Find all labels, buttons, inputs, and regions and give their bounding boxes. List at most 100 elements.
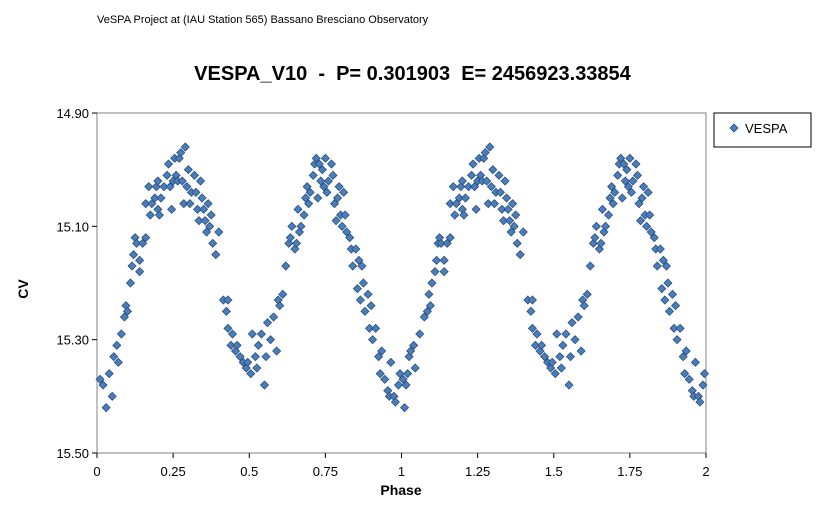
data-point <box>252 363 262 373</box>
data-point <box>445 199 455 209</box>
data-point <box>147 199 157 209</box>
data-point <box>183 165 193 175</box>
data-point <box>448 182 458 192</box>
header-note: VeSPA Project at (IAU Station 565) Bassa… <box>97 14 429 26</box>
data-point <box>424 289 434 299</box>
data-point <box>358 278 369 288</box>
data-point <box>500 176 510 186</box>
data-point <box>482 176 492 186</box>
data-point <box>167 204 177 214</box>
data-point <box>398 374 408 384</box>
data-point <box>628 176 638 186</box>
data-point <box>410 363 420 373</box>
data-point <box>339 187 349 197</box>
data-point <box>526 306 536 316</box>
data-point <box>622 165 632 175</box>
data-point <box>393 380 404 390</box>
data-point <box>670 301 681 311</box>
data-point <box>182 182 192 192</box>
data-point <box>156 193 166 203</box>
data-point <box>179 199 189 209</box>
data-point <box>585 261 595 271</box>
data-point <box>605 193 615 203</box>
data-point <box>505 216 515 226</box>
data-point <box>631 159 641 169</box>
data-point <box>132 238 142 248</box>
data-point <box>357 261 367 271</box>
data-point <box>329 199 340 209</box>
data-point <box>206 210 216 220</box>
data-point <box>667 289 678 299</box>
data-point <box>386 357 396 367</box>
data-point <box>430 267 440 277</box>
data-point <box>192 204 203 214</box>
data-point <box>626 187 636 197</box>
data-point <box>291 238 302 248</box>
data-point <box>399 403 410 413</box>
data-point <box>591 221 601 231</box>
y-tick-label: 15.10 <box>56 219 89 234</box>
data-point <box>203 199 213 209</box>
data-point <box>95 374 105 384</box>
data-point <box>485 142 495 152</box>
data-point <box>332 193 343 203</box>
data-point <box>495 187 506 197</box>
data-point <box>597 204 608 214</box>
data-point <box>573 312 583 322</box>
x-tick-label: 1.25 <box>465 464 490 479</box>
data-point <box>302 182 312 192</box>
data-point <box>471 204 481 214</box>
data-point <box>320 153 330 163</box>
y-tick-label: 15.50 <box>56 446 89 461</box>
data-point <box>211 250 221 260</box>
data-point <box>537 340 547 350</box>
data-point <box>415 329 425 339</box>
legend: VESPA <box>713 112 812 148</box>
data-point <box>419 312 429 322</box>
data-point <box>488 165 498 175</box>
data-point <box>116 329 126 339</box>
data-point <box>409 340 419 350</box>
data-point <box>422 306 432 316</box>
data-point <box>265 335 276 345</box>
data-point <box>661 261 671 271</box>
data-point <box>642 221 652 231</box>
data-point <box>401 380 411 390</box>
data-point <box>619 159 629 169</box>
data-point <box>678 352 688 362</box>
data-point <box>253 340 263 350</box>
data-point <box>261 352 271 362</box>
data-point <box>576 346 586 356</box>
data-point <box>637 193 647 203</box>
data-point <box>112 340 122 350</box>
legend-marker <box>729 123 739 133</box>
data-point <box>119 312 129 322</box>
x-axis-ticks: 0 0.25 0.5 0.75 1 1.25 1.5 1.75 2 <box>93 453 710 479</box>
data-point <box>623 182 633 192</box>
data-point <box>675 323 685 333</box>
data-point <box>451 199 461 209</box>
data-point <box>699 369 710 379</box>
data-point <box>326 159 337 169</box>
data-point <box>509 221 519 231</box>
data-point <box>368 335 378 345</box>
data-point <box>454 193 464 203</box>
data-point <box>185 199 195 209</box>
data-point <box>162 170 172 180</box>
data-point <box>374 352 384 362</box>
data-point <box>680 369 690 379</box>
data-point <box>556 363 566 373</box>
x-tick-label: 2 <box>702 464 709 479</box>
data-point <box>489 199 499 209</box>
data-point <box>565 352 576 362</box>
data-point <box>122 306 133 316</box>
data-point <box>501 193 512 203</box>
data-point <box>308 170 318 180</box>
data-point <box>377 346 387 356</box>
data-point <box>235 352 245 362</box>
data-point <box>470 182 480 192</box>
data-point <box>431 255 442 265</box>
data-point <box>176 148 186 158</box>
data-point <box>299 210 309 220</box>
data-point <box>104 369 114 379</box>
